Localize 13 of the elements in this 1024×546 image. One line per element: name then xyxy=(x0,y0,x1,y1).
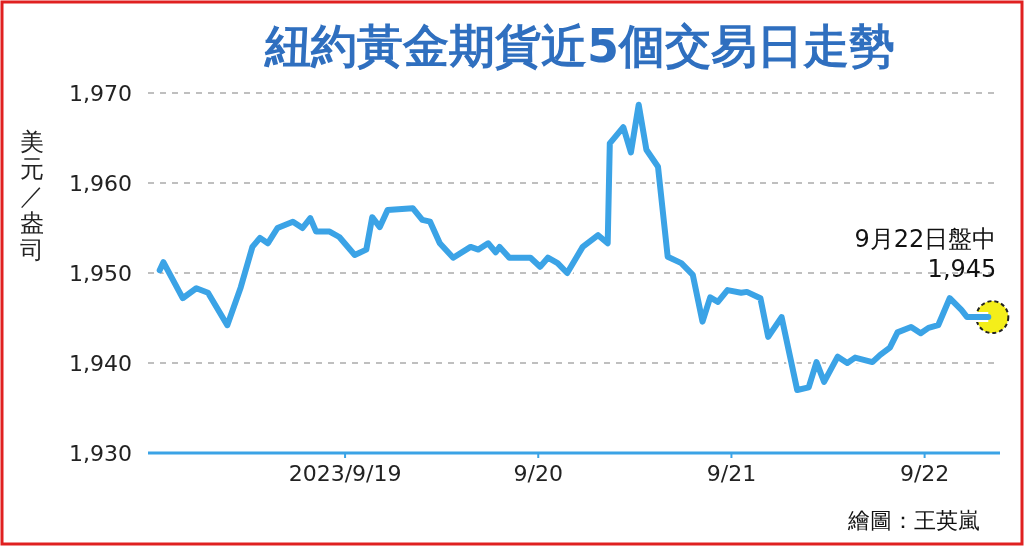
x-tick-label: 9/21 xyxy=(706,461,757,486)
annotation: 9月22日盤中 1,945 xyxy=(854,225,997,284)
x-tick-label: 9/20 xyxy=(513,461,563,486)
text: 繪圖：王英嵐 xyxy=(847,508,980,533)
chart-title: 紐約黃金期貨近5個交易日走勢 xyxy=(262,19,896,73)
y-tick-label: 1,940 xyxy=(69,351,132,376)
x-tick-label: 9/22 xyxy=(899,461,950,486)
y-tick-label: 1,950 xyxy=(69,261,132,286)
y-tick-label: 1,960 xyxy=(69,171,132,196)
x-tick-label: 2023/9/19 xyxy=(288,461,402,486)
y-axis-title: 美元／盎司 xyxy=(20,128,44,264)
y-tick-label: 1,970 xyxy=(69,81,132,106)
y-tick-label: 1,930 xyxy=(69,441,132,466)
